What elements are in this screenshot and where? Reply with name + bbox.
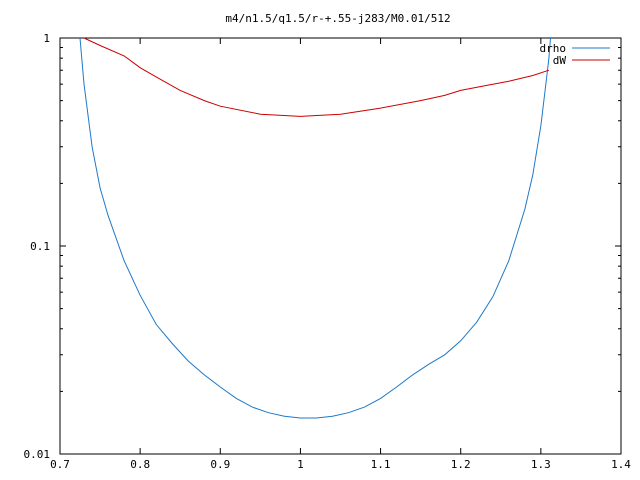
- x-tick-label: 1.4: [611, 458, 631, 471]
- x-tick-label: 1: [297, 458, 304, 471]
- plot-frame: [59, 37, 622, 455]
- y-tick-label: 0.1: [30, 240, 50, 253]
- chart-title: m4/n1.5/q1.5/r-+.55-j283/M0.01/512: [225, 12, 450, 25]
- x-tick-label: 0.9: [210, 458, 230, 471]
- series-line-dW: [83, 37, 550, 117]
- axes: 0.7 0.8 0.9 1 1.1 1.2 1.3 1.4 0.01 0.1 1: [24, 32, 632, 471]
- y-tick-label: 0.01: [24, 448, 51, 461]
- x-tick-label: 0.7: [50, 458, 70, 471]
- x-tick-label: 1.3: [531, 458, 551, 471]
- x-tick-label: 0.8: [130, 458, 150, 471]
- series-layer: [79, 37, 551, 419]
- x-tick-label: 1.2: [451, 458, 471, 471]
- x-tick-label: 1.1: [371, 458, 391, 471]
- legend-label-dW: dW: [553, 54, 567, 67]
- legend-label-drho: drho: [540, 42, 567, 55]
- series-line-drho: [79, 37, 551, 419]
- y-tick-label: 1: [43, 32, 50, 45]
